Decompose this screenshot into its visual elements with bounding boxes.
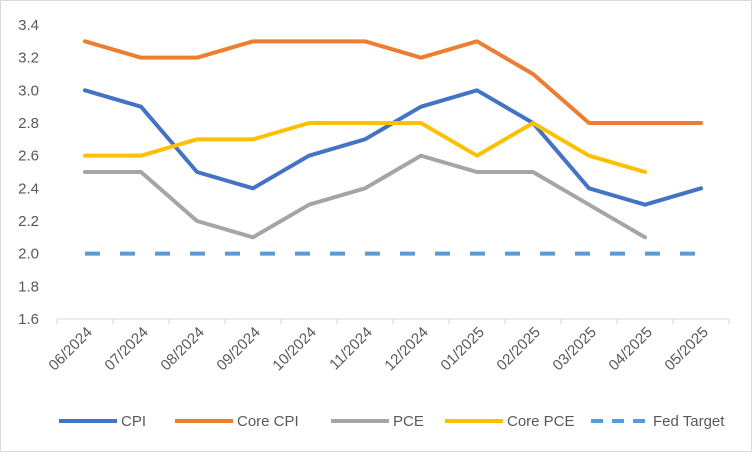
x-tick-label: 05/2025 bbox=[661, 324, 711, 374]
x-tick-label: 04/2025 bbox=[605, 324, 655, 374]
legend-label: CPI bbox=[121, 413, 146, 430]
series-line-core-pce bbox=[83, 121, 647, 174]
x-tick-label: 01/2025 bbox=[437, 324, 487, 374]
legend-item: Core CPI bbox=[175, 413, 299, 430]
x-tick-label: 07/2024 bbox=[101, 324, 151, 374]
y-tick-label: 1.6 bbox=[18, 311, 39, 328]
legend-label: Fed Target bbox=[653, 413, 725, 430]
legend-label: Core PCE bbox=[507, 413, 575, 430]
x-tick-label: 09/2024 bbox=[213, 324, 263, 374]
y-tick-label: 2.0 bbox=[18, 246, 39, 263]
y-tick-label: 2.6 bbox=[18, 148, 39, 165]
y-tick-label: 2.2 bbox=[18, 213, 39, 230]
legend-item: CPI bbox=[59, 413, 146, 430]
x-tick-label: 02/2025 bbox=[493, 324, 543, 374]
y-tick-label: 3.2 bbox=[18, 50, 39, 67]
legend-label: PCE bbox=[393, 413, 424, 430]
x-tick-label: 12/2024 bbox=[381, 324, 431, 374]
y-tick-label: 2.4 bbox=[18, 180, 39, 197]
x-tick-label: 10/2024 bbox=[269, 324, 319, 374]
x-tick-label: 06/2024 bbox=[45, 324, 95, 374]
series-lines bbox=[83, 39, 703, 256]
x-tick-label: 08/2024 bbox=[157, 324, 207, 374]
x-tick-label: 03/2025 bbox=[549, 324, 599, 374]
series-line-pce bbox=[83, 153, 647, 240]
series-line-core-cpi bbox=[83, 39, 703, 125]
y-tick-label: 2.8 bbox=[18, 115, 39, 132]
legend-item: PCE bbox=[331, 413, 424, 430]
x-tick-label: 11/2024 bbox=[326, 324, 376, 374]
axes: 1.6 1.8 2.0 2.2 2.4 2.6 2.8 3.0 3.2 3.4 06/2024 07/… bbox=[18, 17, 730, 374]
legend-item: Core PCE bbox=[445, 413, 575, 430]
y-tick-label: 3.0 bbox=[18, 82, 39, 99]
y-tick-label: 1.8 bbox=[18, 278, 39, 295]
legend-item: Fed Target bbox=[591, 413, 725, 430]
y-tick-label: 3.4 bbox=[18, 17, 39, 34]
legend-label: Core CPI bbox=[237, 413, 299, 430]
series-line-cpi bbox=[83, 88, 703, 207]
legend: CPI Core CPI PCE Core PCE Fed Target bbox=[59, 413, 725, 430]
